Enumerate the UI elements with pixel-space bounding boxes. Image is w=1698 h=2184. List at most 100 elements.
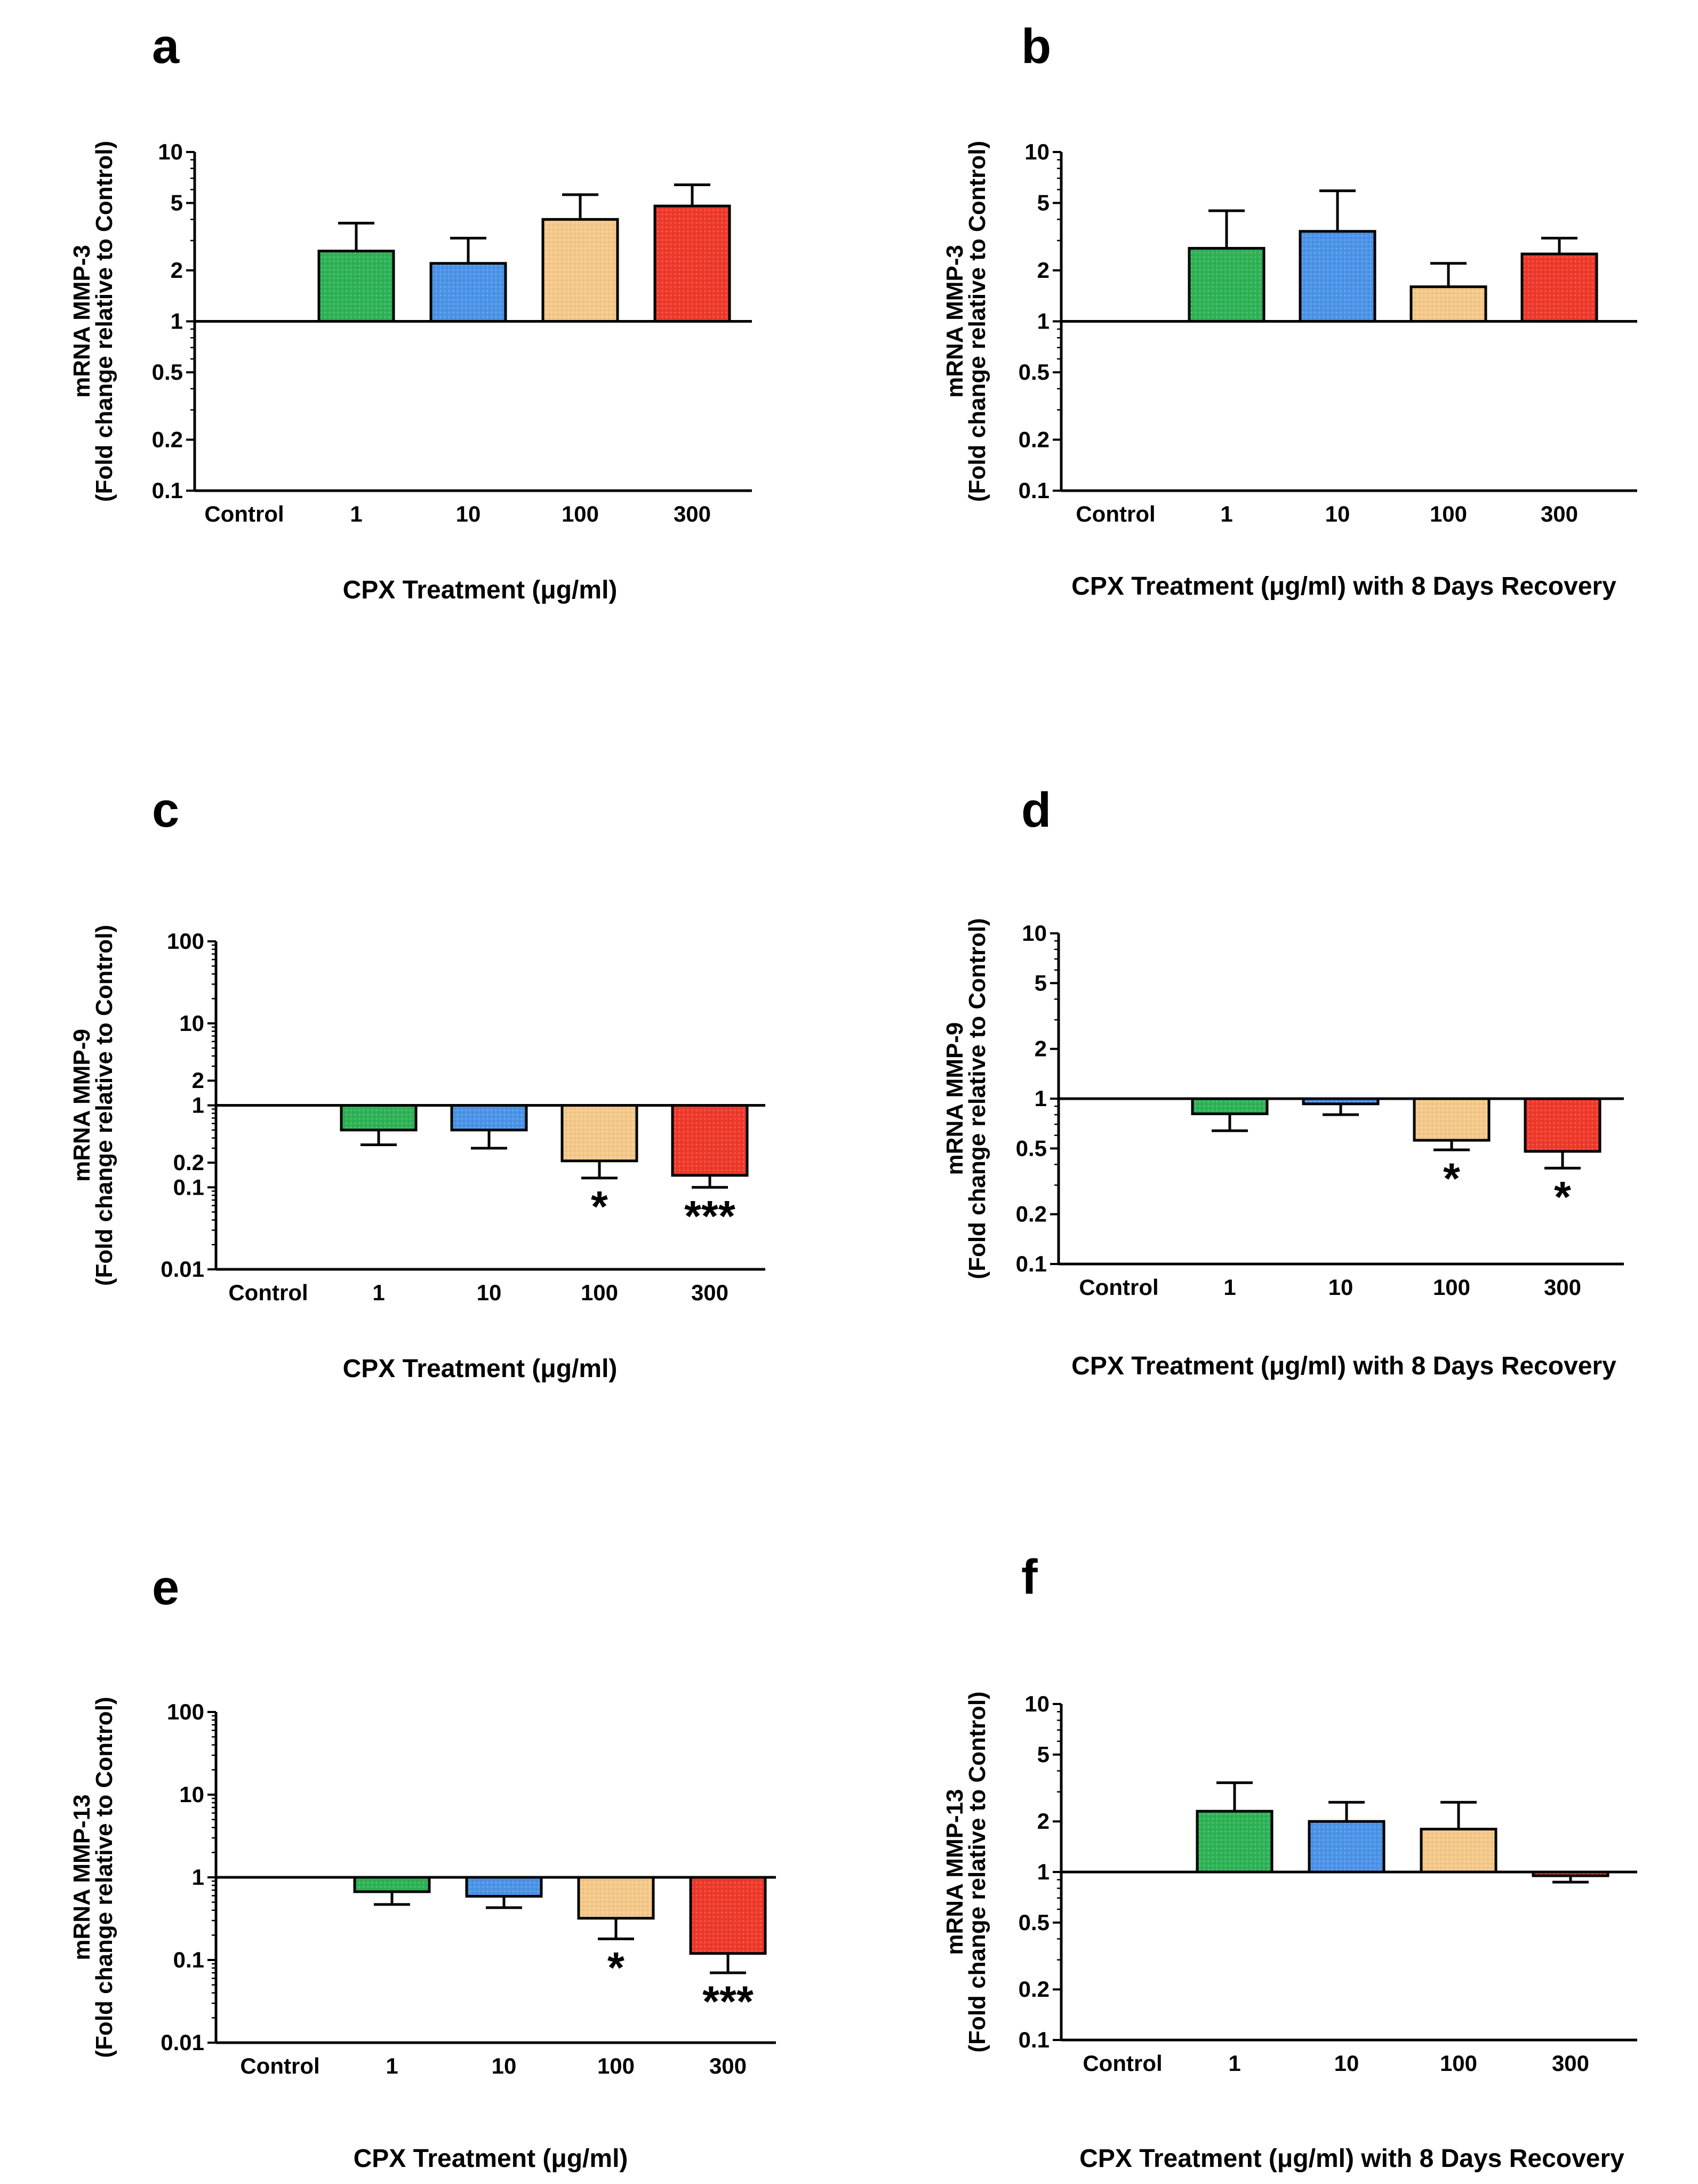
significance-label: ***: [684, 1192, 735, 1241]
bar-10: [429, 262, 507, 323]
x-tick-label: Control: [240, 2053, 319, 2078]
significance-label: *: [591, 1183, 608, 1231]
x-tick-label: 300: [691, 1280, 728, 1305]
x-tick-label: 300: [1541, 501, 1578, 526]
x-tick-label: Control: [1079, 1275, 1158, 1300]
significance-label: *: [1443, 1155, 1460, 1203]
x-tick-label: 100: [1430, 501, 1467, 526]
y-tick-label: 2: [171, 258, 183, 283]
y-axis-label: mRNA MMP-13: [942, 1789, 968, 1955]
x-tick-label: 1: [1228, 2051, 1240, 2076]
panel-b: b 0.1 0.2 0.5 1 2 5 10 Control 1 10 100 300 CPX Treat…: [942, 19, 1637, 601]
x-axis-label: CPX Treatment (μg/ml): [343, 1355, 618, 1383]
significance-label: *: [1554, 1173, 1571, 1221]
x-tick-label: Control: [204, 501, 284, 526]
bar-100: [1420, 1828, 1497, 1874]
y-tick-label: 100: [167, 1699, 204, 1724]
y-tick-label: 0.5: [152, 359, 183, 385]
bar-10: [465, 1876, 543, 1898]
x-tick-label: 300: [709, 2053, 747, 2078]
y-tick-label: 0.1: [1016, 1251, 1047, 1276]
x-tick-label: 10: [1328, 1275, 1353, 1300]
panel-letter: f: [1021, 1550, 1038, 1604]
x-tick-label: 100: [597, 2053, 635, 2078]
y-tick-label: 2: [1035, 1036, 1047, 1061]
y-tick-label: 10: [1024, 139, 1050, 164]
bar-1: [1188, 247, 1266, 323]
x-tick-label: Control: [1083, 2051, 1162, 2076]
x-tick-label: Control: [1076, 501, 1155, 526]
panel-letter: d: [1021, 783, 1051, 837]
y-tick-label: 1: [1035, 1086, 1047, 1111]
y-axis-sublabel: (Fold change relative to Control): [964, 1691, 990, 2052]
bar-300: [671, 1104, 749, 1177]
y-tick-label: 0.1: [152, 478, 183, 503]
y-tick-label: 10: [179, 1011, 204, 1036]
y-axis-sublabel: (Fold change relative to Control): [91, 1697, 117, 2058]
x-axis-label: CPX Treatment (μg/ml) with 8 Days Recove…: [1071, 572, 1616, 601]
bar-100: [577, 1876, 655, 1920]
y-tick-label: 2: [1037, 258, 1050, 283]
x-tick-label: 10: [456, 501, 481, 526]
y-tick-label: 10: [179, 1782, 204, 1807]
bar-300: [689, 1876, 767, 1955]
y-tick-label: 100: [167, 929, 204, 954]
x-tick-label: 1: [372, 1280, 385, 1305]
x-tick-label: 10: [492, 2053, 517, 2078]
y-tick-label: 1: [1037, 1859, 1050, 1884]
y-axis-sublabel: (Fold change relative to Control): [91, 141, 117, 502]
x-tick-label: 100: [1433, 1275, 1470, 1300]
x-tick-label: 10: [1325, 501, 1350, 526]
x-tick-label: 1: [1220, 501, 1232, 526]
bar-10: [1308, 1820, 1385, 1874]
y-tick-label: 0.2: [173, 1150, 204, 1175]
x-tick-label: 10: [1334, 2051, 1359, 2076]
x-tick-label: 100: [1440, 2051, 1477, 2076]
bar-1: [1196, 1810, 1274, 1874]
bar-300: [1532, 1870, 1609, 1877]
y-tick-label: 5: [171, 190, 183, 215]
panel-letter: b: [1021, 19, 1051, 74]
panel-d: d 0.1 0.2 0.5 1 2 5 10 Control 1 10 * 100 * 300 CPX Tre…: [942, 783, 1624, 1380]
significance-label: ***: [702, 1978, 754, 2026]
y-tick-label: 10: [1022, 921, 1047, 946]
y-tick-label: 1: [192, 1865, 204, 1890]
bar-1: [317, 250, 395, 323]
y-tick-label: 0.01: [161, 1257, 204, 1282]
x-tick-label: 300: [674, 501, 711, 526]
y-tick-label: 0.1: [1019, 478, 1050, 503]
x-tick-label: 300: [1552, 2051, 1589, 2076]
x-tick-label: 100: [562, 501, 599, 526]
y-axis-sublabel: (Fold change relative to Control): [964, 141, 990, 502]
y-tick-label: 0.1: [173, 1947, 204, 1972]
bar-1: [353, 1876, 431, 1893]
y-tick-label: 0.2: [1019, 427, 1050, 452]
panel-letter: e: [152, 1561, 179, 1615]
y-tick-label: 0.1: [1019, 2027, 1050, 2052]
y-tick-label: 0.1: [173, 1174, 204, 1199]
x-tick-label: 100: [581, 1280, 618, 1305]
bar-100: [541, 218, 619, 323]
panel-letter: a: [152, 19, 180, 74]
y-axis-sublabel: (Fold change relative to Control): [964, 918, 990, 1279]
panel-a: a 0.1 0.2 0.5 1 2 5 10 Control 1 10 100 300 CPX Treat…: [69, 19, 752, 604]
y-tick-label: 0.2: [152, 427, 183, 452]
y-tick-label: 10: [1024, 1691, 1050, 1716]
y-tick-label: 5: [1035, 970, 1047, 995]
y-tick-label: 5: [1037, 1742, 1050, 1767]
x-tick-label: 1: [350, 501, 362, 526]
y-axis-sublabel: (Fold change relative to Control): [91, 925, 117, 1286]
y-tick-label: 5: [1037, 190, 1050, 215]
x-tick-label: 10: [477, 1280, 502, 1305]
bar-300: [1520, 252, 1598, 323]
bar-10: [450, 1104, 528, 1132]
bar-100: [1413, 1097, 1491, 1142]
y-tick-label: 0.01: [161, 2030, 204, 2055]
bar-100: [1409, 285, 1487, 323]
x-tick-label: 1: [386, 2053, 398, 2078]
significance-label: *: [607, 1943, 624, 1992]
y-axis-label: mRNA MMP-9: [942, 1022, 968, 1175]
y-axis-label: mRNA MMP-9: [69, 1029, 95, 1182]
y-tick-label: 2: [192, 1068, 204, 1093]
